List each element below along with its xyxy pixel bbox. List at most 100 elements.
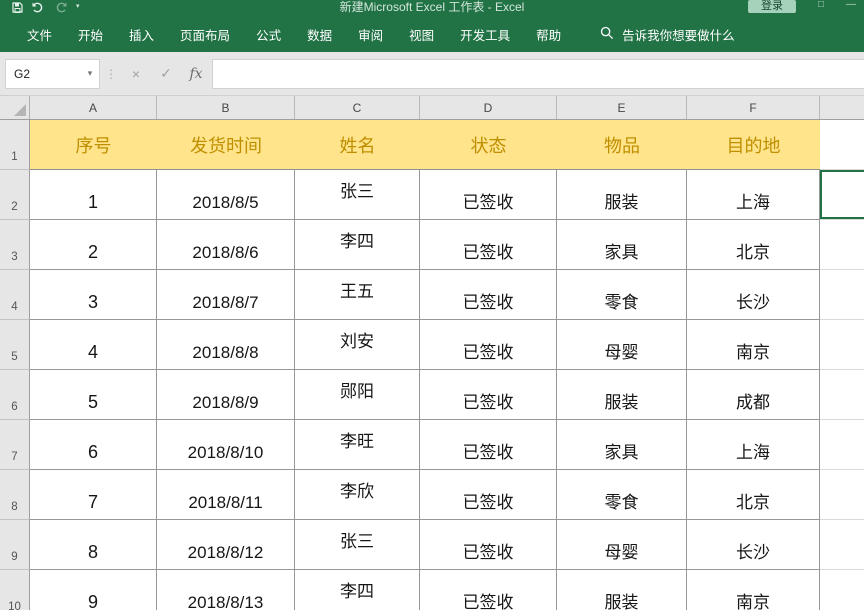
cell[interactable]: 零食 xyxy=(557,470,687,520)
cell[interactable]: 8 xyxy=(30,520,157,570)
cell[interactable]: 李四 xyxy=(295,570,420,610)
cell[interactable] xyxy=(820,370,864,420)
cell[interactable]: 9 xyxy=(30,570,157,610)
enter-button[interactable]: ✓ xyxy=(160,65,172,81)
cell[interactable]: 2018/8/9 xyxy=(157,370,295,420)
row-header-3[interactable]: 3 xyxy=(0,220,30,270)
column-header-B[interactable]: B xyxy=(157,96,295,119)
cell[interactable]: 6 xyxy=(30,420,157,470)
ribbon-tab[interactable]: 审阅 xyxy=(358,28,384,43)
cell[interactable]: 王五 xyxy=(295,270,420,320)
cell[interactable]: 已签收 xyxy=(420,220,557,270)
cell[interactable]: 已签收 xyxy=(420,270,557,320)
cell[interactable]: 服装 xyxy=(557,570,687,610)
cell[interactable]: 母婴 xyxy=(557,320,687,370)
cell[interactable] xyxy=(820,470,864,520)
cell[interactable]: 已签收 xyxy=(420,570,557,610)
cell[interactable]: 序号 xyxy=(30,120,157,170)
cell[interactable] xyxy=(820,520,864,570)
cell[interactable]: 张三 xyxy=(295,520,420,570)
cell[interactable]: 家具 xyxy=(557,220,687,270)
cell[interactable]: 李欣 xyxy=(295,470,420,520)
cell[interactable]: 发货时间 xyxy=(157,120,295,170)
ribbon-tab[interactable]: 公式 xyxy=(256,28,282,43)
undo-icon[interactable] xyxy=(32,2,45,13)
cell[interactable]: 长沙 xyxy=(687,520,820,570)
cell[interactable]: 7 xyxy=(30,470,157,520)
cell[interactable]: 南京 xyxy=(687,570,820,610)
cell[interactable]: 2018/8/10 xyxy=(157,420,295,470)
cell[interactable] xyxy=(820,220,864,270)
cell[interactable]: 北京 xyxy=(687,220,820,270)
column-header-D[interactable]: D xyxy=(420,96,557,119)
cell[interactable] xyxy=(820,320,864,370)
cell[interactable]: 2018/8/7 xyxy=(157,270,295,320)
cell[interactable]: 2018/8/13 xyxy=(157,570,295,610)
cell[interactable]: 已签收 xyxy=(420,320,557,370)
select-all-button[interactable] xyxy=(0,96,30,119)
row-header-10[interactable]: 10 xyxy=(0,570,30,610)
minimize-icon[interactable]: — xyxy=(846,0,856,10)
cell[interactable] xyxy=(820,170,864,220)
row-header-9[interactable]: 9 xyxy=(0,520,30,570)
cell[interactable]: 已签收 xyxy=(420,370,557,420)
cell[interactable]: 上海 xyxy=(687,170,820,220)
row-header-8[interactable]: 8 xyxy=(0,470,30,520)
cell[interactable]: 南京 xyxy=(687,320,820,370)
cell[interactable]: 2018/8/6 xyxy=(157,220,295,270)
cell[interactable] xyxy=(820,420,864,470)
cell[interactable]: 1 xyxy=(30,170,157,220)
cell[interactable]: 已签收 xyxy=(420,420,557,470)
cell[interactable]: 5 xyxy=(30,370,157,420)
cell[interactable]: 张三 xyxy=(295,170,420,220)
row-header-2[interactable]: 2 xyxy=(0,170,30,220)
cell[interactable]: 长沙 xyxy=(687,270,820,320)
row-header-5[interactable]: 5 xyxy=(0,320,30,370)
cell[interactable]: 北京 xyxy=(687,470,820,520)
ribbon-tab[interactable]: 页面布局 xyxy=(180,28,231,43)
insert-function-button[interactable]: fx xyxy=(189,65,203,82)
column-header-F[interactable]: F xyxy=(687,96,820,119)
column-header-E[interactable]: E xyxy=(557,96,687,119)
ribbon-tab[interactable]: 开发工具 xyxy=(460,28,511,43)
formula-bar-handle[interactable]: ⋮ xyxy=(105,66,117,81)
save-icon[interactable] xyxy=(12,1,23,13)
ribbon-tab[interactable]: 文件 xyxy=(27,28,53,43)
cell[interactable] xyxy=(820,270,864,320)
cell[interactable]: 已签收 xyxy=(420,170,557,220)
cell[interactable]: 物品 xyxy=(557,120,687,170)
name-box[interactable]: G2 ▾ xyxy=(5,58,100,89)
cell[interactable]: 郧阳 xyxy=(295,370,420,420)
ribbon-tab[interactable]: 插入 xyxy=(129,28,155,43)
cancel-button[interactable]: × xyxy=(131,65,141,82)
customize-toolbar-icon[interactable]: ▾ xyxy=(76,3,80,10)
cell[interactable]: 2018/8/12 xyxy=(157,520,295,570)
row-header-1[interactable]: 1 xyxy=(0,120,30,170)
ribbon-tab[interactable]: 数据 xyxy=(307,28,333,43)
row-header-4[interactable]: 4 xyxy=(0,270,30,320)
cell[interactable]: 2 xyxy=(30,220,157,270)
cell[interactable] xyxy=(820,120,864,170)
tell-me-search-box[interactable]: 告诉我你想要做什么 xyxy=(600,25,735,44)
redo-icon[interactable] xyxy=(54,2,67,13)
cell[interactable]: 2018/8/11 xyxy=(157,470,295,520)
cell[interactable]: 2018/8/8 xyxy=(157,320,295,370)
cell[interactable]: 刘安 xyxy=(295,320,420,370)
cell[interactable]: 服装 xyxy=(557,370,687,420)
cell[interactable]: 李四 xyxy=(295,220,420,270)
cell[interactable]: 姓名 xyxy=(295,120,420,170)
cell[interactable]: 李旺 xyxy=(295,420,420,470)
name-box-dropdown-icon[interactable]: ▾ xyxy=(87,68,93,78)
cell[interactable]: 2018/8/5 xyxy=(157,170,295,220)
ribbon-tab[interactable]: 帮助 xyxy=(536,28,562,43)
cell[interactable]: 上海 xyxy=(687,420,820,470)
ribbon-tab[interactable]: 开始 xyxy=(78,28,104,43)
cell[interactable]: 零食 xyxy=(557,270,687,320)
cell[interactable] xyxy=(820,570,864,610)
cell[interactable]: 目的地 xyxy=(687,120,820,170)
column-header-C[interactable]: C xyxy=(295,96,420,119)
column-header-A[interactable]: A xyxy=(30,96,157,119)
formula-input[interactable] xyxy=(212,58,864,89)
cell[interactable]: 家具 xyxy=(557,420,687,470)
row-header-7[interactable]: 7 xyxy=(0,420,30,470)
